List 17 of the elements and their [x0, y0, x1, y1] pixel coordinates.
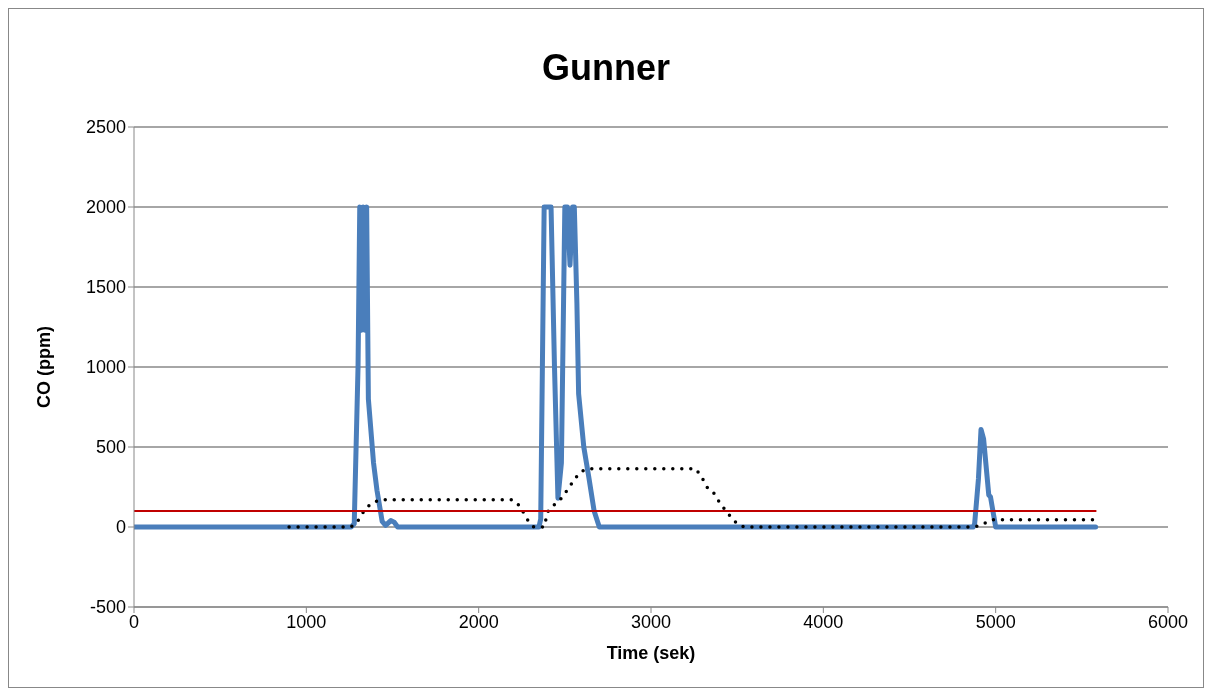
x-tick-label: 6000 [1147, 611, 1189, 632]
x-tick-label: 0 [128, 611, 140, 632]
y-tick-label: 1500 [85, 277, 126, 298]
y-tick-label: 1000 [85, 357, 126, 378]
y-tick-label: 500 [95, 437, 126, 458]
x-tick-label: 2000 [458, 611, 499, 632]
y-tick-label: -500 [89, 597, 126, 618]
x-axis-title: Time (sek) [606, 643, 696, 663]
x-tick-label: 5000 [975, 611, 1016, 632]
x-tick-label: 1000 [286, 611, 327, 632]
x-tick-label: 3000 [630, 611, 672, 632]
x-tick-label: 4000 [803, 611, 844, 632]
y-axis-title: CO (ppm) [34, 326, 55, 408]
y-tick-label: 2500 [85, 117, 126, 138]
y-tick-label: 2000 [85, 197, 126, 218]
y-tick-label: 0 [115, 517, 126, 538]
chart-title: Gunner [541, 47, 671, 90]
